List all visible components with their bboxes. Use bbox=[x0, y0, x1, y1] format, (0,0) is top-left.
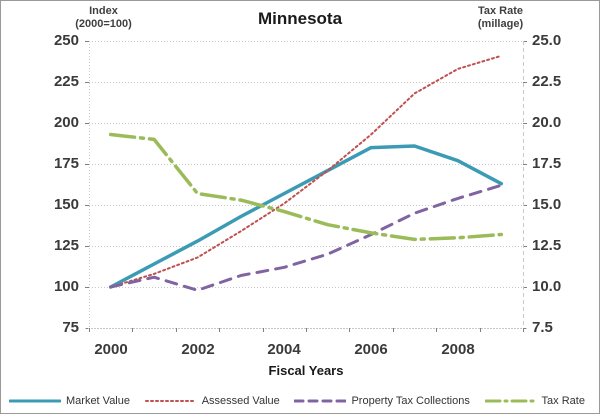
legend-label: Assessed Value bbox=[201, 395, 280, 407]
left-axis-title: Index (2000=100) bbox=[56, 5, 151, 31]
left-axis-title-line1: Index bbox=[89, 5, 118, 17]
right-axis-tick-label: 20.0 bbox=[532, 114, 562, 131]
legend-line-sample-icon bbox=[484, 399, 537, 403]
right-axis-tick-label: 7.5 bbox=[532, 319, 553, 336]
legend-line-sample-icon bbox=[9, 399, 61, 403]
right-axis-tick-label: 10.0 bbox=[532, 278, 562, 295]
left-axis-tick-label: 225 bbox=[53, 73, 79, 90]
x-axis-tick-label: 2002 bbox=[181, 341, 215, 358]
legend-item-market-value: Market Value bbox=[9, 395, 130, 407]
left-axis-title-line2: (2000=100) bbox=[75, 18, 132, 30]
left-axis-tick-label: 200 bbox=[53, 114, 79, 131]
x-axis-tick-label: 2006 bbox=[354, 341, 388, 358]
x-axis-tick-label: 2008 bbox=[441, 341, 475, 358]
series-line-property-tax-collections bbox=[109, 183, 503, 292]
right-axis-tick-label: 15.0 bbox=[532, 196, 562, 213]
right-axis-tick-label: 25.0 bbox=[532, 32, 562, 49]
x-axis-title: Fiscal Years bbox=[268, 363, 344, 378]
legend-item-property-tax-collections: Property Tax Collections bbox=[294, 395, 470, 407]
right-axis-title-line2: (millage) bbox=[477, 18, 524, 30]
left-axis-tick-label: 100 bbox=[53, 278, 79, 295]
left-axis-tick-label: 150 bbox=[53, 196, 79, 213]
series-line-assessed-value bbox=[109, 54, 503, 288]
legend-line-sample-icon bbox=[294, 399, 347, 403]
left-axis-tick-label: 75 bbox=[62, 319, 79, 336]
right-axis-title: Tax Rate (millage) bbox=[453, 5, 548, 31]
chart-legend: Market Value Assessed Value Property Tax C… bbox=[9, 392, 585, 410]
right-axis-tick-label: 17.5 bbox=[532, 155, 562, 172]
right-axis-tick-label: 12.5 bbox=[532, 237, 562, 254]
legend-item-assessed-value: Assessed Value bbox=[144, 395, 280, 407]
series-line-tax-rate bbox=[108, 132, 504, 242]
left-axis-tick-label: 175 bbox=[53, 155, 79, 172]
right-axis-title-line1: Tax Rate bbox=[477, 5, 524, 17]
chart-title: Minnesota bbox=[257, 9, 343, 28]
legend-label: Tax Rate bbox=[541, 395, 585, 407]
legend-label: Market Value bbox=[66, 395, 130, 407]
legend-line-sample-icon bbox=[144, 400, 197, 402]
series-line-market-value bbox=[108, 144, 504, 289]
legend-label: Property Tax Collections bbox=[351, 395, 470, 407]
x-axis-tick-label: 2004 bbox=[267, 341, 301, 358]
x-axis-tick-label: 2000 bbox=[94, 341, 128, 358]
left-axis-tick-label: 125 bbox=[53, 237, 79, 254]
right-axis-tick-label: 22.5 bbox=[532, 73, 562, 90]
legend-item-tax-rate: Tax Rate bbox=[484, 395, 585, 407]
left-axis-tick-label: 250 bbox=[53, 32, 79, 49]
